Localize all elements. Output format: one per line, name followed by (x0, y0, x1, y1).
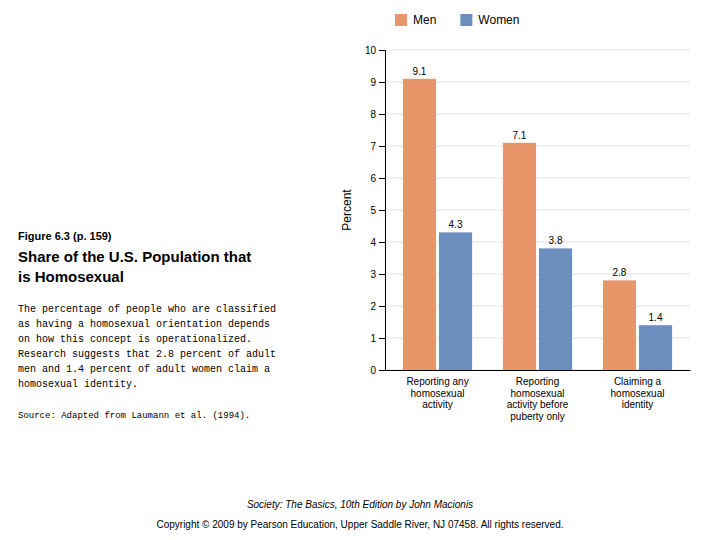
bar (639, 325, 672, 370)
legend-label: Men (413, 13, 436, 27)
footer: Copyright © 2009 by Pearson Education, U… (156, 519, 563, 530)
y-tick: 2 (370, 301, 385, 312)
y-tick-label: 1 (370, 333, 376, 344)
y-tick-label: 3 (370, 269, 376, 280)
x-tick: Reporting anyhomosexualactivity (406, 376, 468, 410)
x-axis: Reporting anyhomosexualactivity Reporting… (386, 371, 691, 422)
data-label: 1.4 (649, 312, 663, 323)
y-tick: 3 (370, 269, 385, 280)
chart: Figure 6.3 (p. 159) Share of the U.S. Pop… (0, 0, 720, 540)
y-tick-label: 0 (370, 365, 376, 376)
y-tick-label: 10 (365, 45, 377, 56)
y-tick-mark (379, 274, 385, 275)
y-tick-mark (379, 50, 385, 51)
data-label: 4.3 (449, 219, 463, 230)
y-axis: 0 1 2 3 4 5 6 7 8 9 10 (365, 45, 386, 376)
y-tick-label: 5 (370, 205, 376, 216)
y-tick-label: 4 (370, 237, 376, 248)
footer: Society: The Basics, 10th Edition by Joh… (247, 499, 473, 510)
y-tick-label: 7 (370, 141, 376, 152)
y-tick-label: 6 (370, 173, 376, 184)
description: The percentage of people who are classif… (18, 304, 276, 390)
y-axis-line (379, 51, 386, 371)
y-tick: 7 (370, 141, 385, 152)
y-tick-mark (379, 82, 385, 83)
y-tick: 10 (365, 45, 385, 56)
grid (385, 50, 690, 370)
legend-swatch (395, 14, 407, 26)
legend-swatch (460, 14, 472, 26)
data-label: 3.8 (549, 235, 563, 246)
legend-item: Men (395, 13, 436, 27)
y-tick-mark (379, 210, 385, 211)
bar (403, 79, 436, 370)
grid-line (385, 50, 690, 51)
y-tick: 1 (370, 333, 385, 344)
data-label: 9.1 (413, 66, 427, 77)
bar (603, 280, 636, 370)
title: Share of the U.S. Population thatis Homo… (18, 248, 251, 285)
y-tick: 5 (370, 205, 385, 216)
y-tick-mark (379, 114, 385, 115)
y-tick-mark (379, 242, 385, 243)
plot: 9.1 7.1 2.8 4.3 3.8 1.4 0 1 2 3 4 5 6 7 8 9 10 Reporting … (340, 45, 691, 422)
figure-label: Figure 6.3 (p. 159) (18, 230, 112, 242)
source: Source: Adapted from Laumann et al. (199… (18, 411, 250, 421)
data-label: 7.1 (513, 130, 527, 141)
x-tick: Reportinghomosexualactivity beforepubert… (507, 376, 569, 422)
x-tick-label: Reportinghomosexualactivity beforepubert… (507, 376, 569, 422)
legend-label: Women (478, 13, 519, 27)
data-labels: 9.1 7.1 2.8 4.3 3.8 1.4 (413, 66, 663, 323)
bar (439, 232, 472, 370)
y-tick-label: 2 (370, 301, 376, 312)
bar (503, 143, 536, 370)
y-tick: 8 (370, 109, 385, 120)
x-tick-label: Reporting anyhomosexualactivity (406, 376, 468, 410)
y-tick-label: 9 (370, 77, 376, 88)
y-tick-mark (379, 146, 385, 147)
y-tick: 6 (370, 173, 385, 184)
text-panel: Figure 6.3 (p. 159) Share of the U.S. Pop… (18, 230, 276, 421)
y-tick-mark (379, 370, 385, 371)
bars (403, 79, 672, 370)
y-tick: 0 (370, 365, 385, 376)
y-axis-title: Percent (340, 189, 354, 231)
x-tick-label: Claiming ahomosexualidentity (611, 376, 665, 410)
x-tick: Claiming ahomosexualidentity (611, 376, 665, 410)
y-tick-label: 8 (370, 109, 376, 120)
y-tick-mark (379, 338, 385, 339)
y-tick: 4 (370, 237, 385, 248)
y-tick-mark (379, 178, 385, 179)
x-axis-line (386, 370, 691, 371)
data-label: 2.8 (613, 267, 627, 278)
y-tick-mark (379, 306, 385, 307)
legend-item: Women (460, 13, 519, 27)
bar (539, 248, 572, 370)
y-tick: 9 (370, 77, 385, 88)
legend: Men Women (395, 13, 519, 27)
